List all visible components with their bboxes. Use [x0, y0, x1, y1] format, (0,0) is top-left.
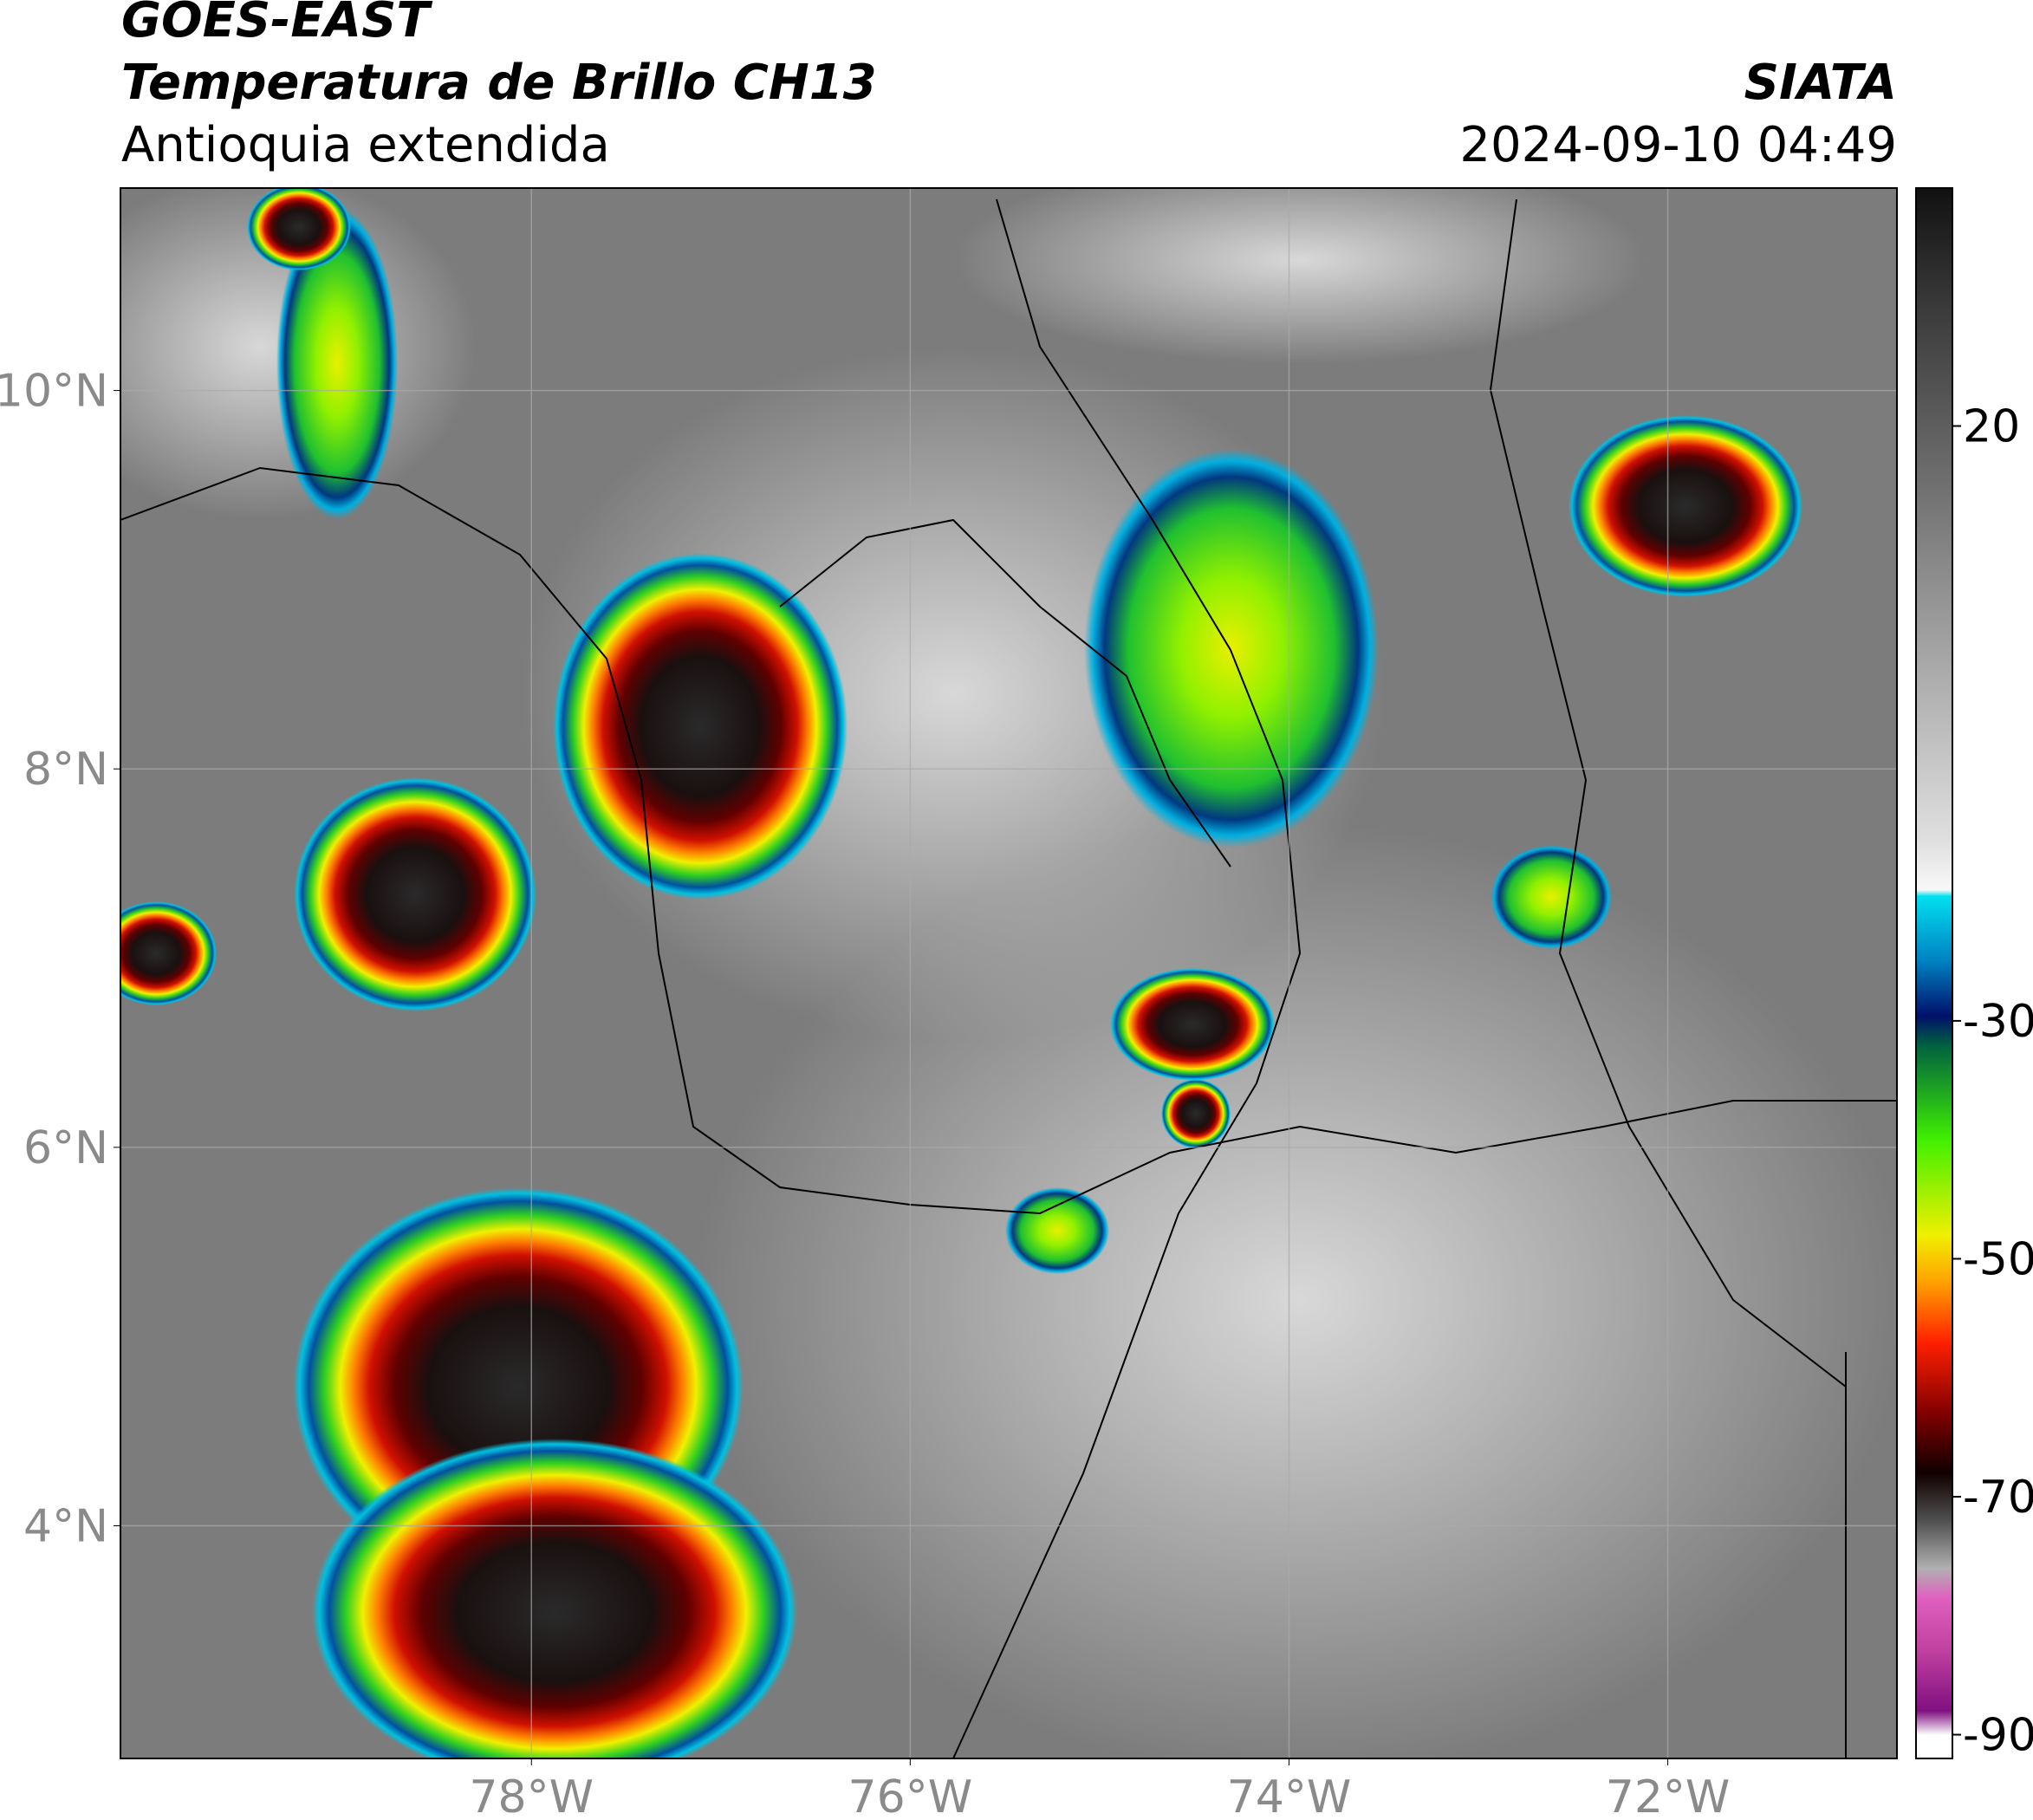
colorbar-tick-label: -70 — [1963, 1472, 2033, 1524]
y-tick-label: 10°N — [0, 366, 108, 418]
colorbar-segment — [1916, 1413, 1952, 1474]
y-tick-label: 8°N — [23, 744, 108, 796]
colorbar-segment — [1916, 307, 1952, 486]
title: GOES-EAST — [121, 0, 432, 49]
colorbar-segment — [1916, 895, 1952, 962]
x-tick-label: 78°W — [469, 1771, 594, 1820]
colorbar-segment — [1916, 1140, 1952, 1236]
colorbar-tick-label: -90 — [1963, 1710, 2033, 1762]
datetime: 2024-09-10 04:49 — [1459, 117, 1897, 173]
colorbar-segment — [1916, 1282, 1952, 1343]
colorbar-tick-label: -50 — [1963, 1233, 2033, 1285]
colorbar-segment — [1916, 1597, 1952, 1652]
colorbar-segment — [1916, 1235, 1952, 1284]
colorbar-segment — [1916, 842, 1952, 891]
y-tick-label: 6°N — [23, 1122, 108, 1174]
colorbar-segment — [1916, 1651, 1952, 1712]
colorbar-tick-label: 20 — [1963, 401, 2020, 453]
colorbar-segment — [1916, 1734, 1952, 1759]
colorbar-segment — [1916, 664, 1952, 843]
region: Antioquia extendida — [121, 117, 610, 173]
colorbar-segment — [1916, 1016, 1952, 1045]
x-tick-label: 72°W — [1606, 1771, 1731, 1820]
source: SIATA — [1744, 55, 1897, 111]
colorbar-segment — [1916, 1711, 1952, 1736]
graticule — [120, 188, 1897, 1758]
x-tick-label: 74°W — [1227, 1771, 1352, 1820]
colorbar-segment — [1916, 889, 1952, 897]
colorbar-segment — [1916, 1472, 1952, 1521]
map-frame — [120, 187, 1898, 1759]
colorbar-segment — [1916, 188, 1952, 308]
colorbar-segment — [1916, 961, 1952, 1017]
y-tick-label: 4°N — [23, 1500, 108, 1552]
colorbar-tick-label: -30 — [1963, 996, 2033, 1048]
colorbar-segment — [1916, 1342, 1952, 1414]
colorbar-segment — [1916, 1044, 1952, 1141]
subtitle: Temperatura de Brillo CH13 — [121, 55, 877, 111]
satellite-image — [120, 188, 1897, 1758]
colorbar-frame — [1915, 187, 1953, 1759]
colorbar-segment — [1916, 1568, 1952, 1599]
colorbar-segment — [1916, 1520, 1952, 1569]
colorbar-segment — [1916, 485, 1952, 665]
colorbar — [1916, 188, 1952, 1759]
x-tick-label: 76°W — [848, 1771, 973, 1820]
